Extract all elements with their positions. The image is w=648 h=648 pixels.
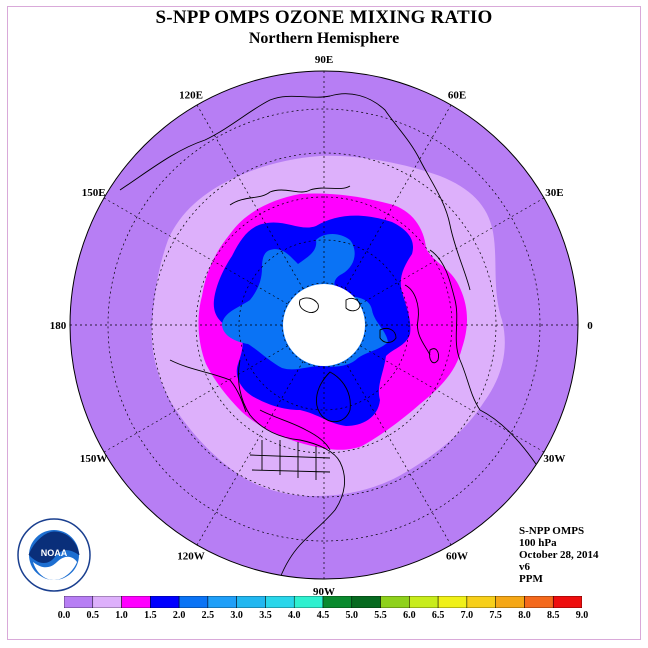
colorbar-tick-label: 6.0: [403, 610, 416, 621]
longitude-label: 150W: [80, 453, 108, 465]
longitude-label: 120W: [177, 550, 205, 562]
info-level: 100 hPa: [519, 537, 557, 549]
colorbar-swatch: [524, 596, 554, 608]
meridian-line: [360, 345, 545, 453]
colorbar-tick-label: 7.0: [460, 610, 474, 621]
colorbar-swatch: [207, 596, 237, 608]
colorbar-tick-label: 1.0: [115, 610, 128, 621]
colorbar-tick-label: 2.0: [172, 610, 186, 621]
colorbar-swatch: [495, 596, 525, 608]
noaa-logo: NOAA: [17, 518, 91, 592]
colorbar-swatch: [552, 596, 582, 608]
colorbar-swatch: [322, 596, 353, 608]
meridian-line: [196, 361, 304, 546]
colorbar-tick-label: 2.5: [201, 610, 215, 621]
colorbar-tick-label: 5.5: [374, 610, 387, 621]
info-instrument: S-NPP OMPS: [519, 525, 585, 537]
colorbar-swatch: [409, 596, 439, 608]
colorbar-swatch: [466, 596, 496, 608]
longitude-label: 30E: [545, 187, 563, 199]
longitude-lines: [70, 71, 578, 579]
colorbar-tick-label: 3.0: [230, 610, 243, 621]
product-info: S-NPP OMPS 100 hPa October 28, 2014 v6 P…: [519, 525, 599, 585]
info-units: PPM: [519, 573, 543, 585]
colorbar-swatch: [265, 596, 295, 608]
meridian-line: [103, 197, 288, 305]
figure-frame: [7, 6, 641, 640]
map-subtitle: Northern Hemisphere: [248, 30, 400, 47]
colorbar-tick-label: 9.0: [575, 610, 589, 621]
longitude-label: 120E: [179, 90, 203, 102]
coastlines: [119, 93, 556, 579]
colorbar: [64, 596, 582, 608]
colorbar-swatch: [293, 596, 324, 608]
longitude-label: 90W: [313, 586, 335, 598]
longitude-label: 150E: [82, 187, 106, 199]
colorbar-tick-label: 1.5: [144, 610, 157, 621]
colorbar-tick-label: 4.0: [287, 610, 301, 621]
longitude-label: 90E: [315, 54, 333, 66]
colorbar-swatch: [380, 596, 410, 608]
colorbar-tick-label: 3.5: [259, 610, 272, 621]
longitude-label: 60W: [446, 550, 468, 562]
noaa-logo-text: NOAA: [41, 548, 68, 558]
longitude-label: 60E: [448, 90, 466, 102]
colorbar-swatch: [178, 596, 209, 608]
colorbar-swatch: [121, 596, 151, 608]
colorbar-tick-label: 4.5: [316, 610, 330, 621]
colorbar-swatch: [236, 596, 266, 608]
colorbar-swatch: [150, 596, 180, 608]
meridian-line: [360, 197, 545, 305]
colorbar-tick-label: 0.0: [57, 610, 71, 621]
longitude-label: 180: [50, 320, 67, 332]
info-date: October 28, 2014: [519, 549, 599, 561]
meridian-line: [344, 104, 452, 289]
colorbar-swatch: [64, 596, 94, 608]
meridian-line: [344, 361, 452, 546]
longitude-labels: 90E 60E 30E 0 30W 60W 90W 120W 150W 180 150E 120E: [50, 54, 594, 598]
longitude-label: 30W: [543, 453, 565, 465]
colorbar-swatch: [351, 596, 381, 608]
meridian-line: [196, 104, 304, 289]
longitude-label: 0: [587, 320, 593, 332]
colorbar-tick-label: 0.5: [86, 610, 100, 621]
polar-no-data-cap: [283, 284, 365, 366]
map-title: S-NPP OMPS OZONE MIXING RATIO: [155, 7, 493, 28]
colorbar-tick-label: 8.0: [518, 610, 531, 621]
meridian-line: [103, 345, 288, 453]
colorbar-tick-label: 8.5: [546, 610, 560, 621]
info-version: v6: [519, 561, 530, 573]
colorbar-swatch: [437, 596, 468, 608]
colorbar-tick-label: 5.0: [345, 610, 359, 621]
colorbar-swatch: [92, 596, 122, 608]
colorbar-tick-label: 7.5: [489, 610, 502, 621]
colorbar-tick-label: 6.5: [431, 610, 445, 621]
